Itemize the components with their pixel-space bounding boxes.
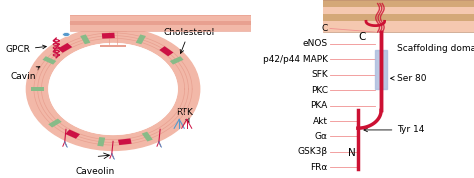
Text: GSK3β: GSK3β — [298, 147, 328, 156]
Polygon shape — [48, 119, 62, 127]
Text: Ser 80: Ser 80 — [391, 74, 427, 83]
Polygon shape — [136, 34, 146, 44]
Polygon shape — [80, 34, 91, 44]
Polygon shape — [170, 56, 183, 65]
Bar — [70, 21, 251, 25]
Bar — [70, 15, 251, 31]
Bar — [323, 7, 474, 14]
Bar — [323, 14, 474, 21]
Bar — [323, 21, 474, 32]
Text: PKC: PKC — [310, 86, 328, 95]
Polygon shape — [43, 56, 56, 65]
Text: GPCR: GPCR — [5, 45, 46, 54]
Bar — [375, 50, 387, 89]
Text: Akt: Akt — [313, 117, 328, 125]
Text: Cholesterol: Cholesterol — [163, 28, 215, 53]
Bar — [100, 31, 126, 47]
Polygon shape — [159, 46, 173, 56]
Polygon shape — [118, 138, 132, 145]
Polygon shape — [58, 43, 72, 53]
Text: eNOS: eNOS — [302, 39, 328, 48]
Text: Tyr 14: Tyr 14 — [364, 125, 425, 134]
Text: C: C — [359, 32, 366, 42]
Polygon shape — [102, 33, 115, 39]
Text: Gα: Gα — [315, 132, 328, 141]
Ellipse shape — [63, 33, 70, 36]
Text: Cavin: Cavin — [10, 67, 40, 81]
Text: FRα: FRα — [310, 163, 328, 172]
Text: PKA: PKA — [310, 101, 328, 110]
Polygon shape — [142, 132, 153, 142]
Text: RTK: RTK — [176, 108, 193, 122]
Polygon shape — [31, 87, 44, 91]
Circle shape — [27, 28, 200, 150]
Circle shape — [49, 44, 177, 134]
Bar — [100, 31, 126, 44]
Text: N: N — [348, 148, 356, 158]
Polygon shape — [65, 129, 80, 139]
Text: C: C — [321, 24, 328, 33]
Bar — [100, 45, 126, 47]
Text: SFK: SFK — [311, 70, 328, 79]
Text: Caveolin
oligomer: Caveolin oligomer — [75, 167, 116, 178]
Text: Scaffolding domain: Scaffolding domain — [397, 44, 474, 53]
Polygon shape — [97, 137, 105, 146]
Text: p42/p44 MAPK: p42/p44 MAPK — [263, 55, 328, 64]
Circle shape — [49, 44, 177, 134]
Bar — [100, 31, 126, 47]
Bar — [323, 0, 474, 7]
